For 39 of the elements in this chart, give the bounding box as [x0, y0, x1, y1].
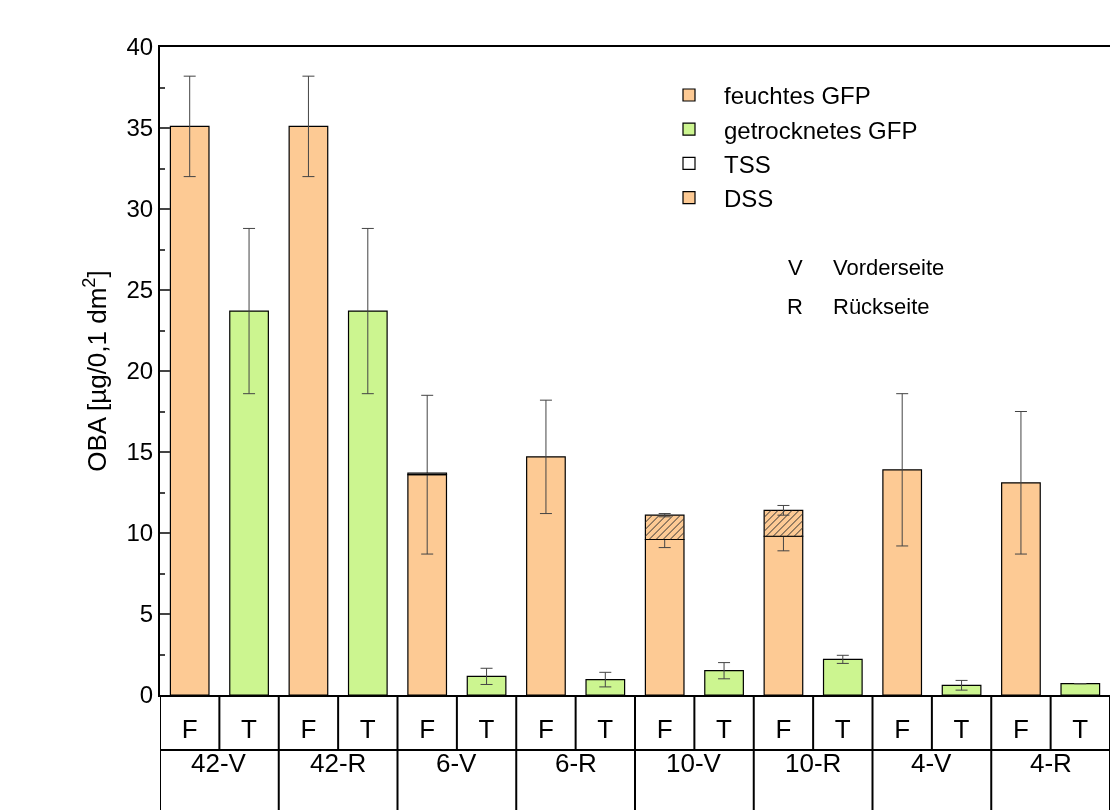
x-tick-label: T [241, 714, 258, 745]
x-tick-label: F [300, 714, 317, 745]
y-tick-label: 35 [126, 114, 154, 142]
x-tick-label: T [359, 714, 376, 745]
y-tick-label: 10 [126, 519, 154, 547]
x-tick-label: T [478, 714, 495, 745]
x-tick-label: F [419, 714, 436, 745]
x-tick-label: F [894, 714, 911, 745]
x-tick-label: F [656, 714, 673, 745]
x-tick-label: T [834, 714, 851, 745]
text: 42-V [191, 748, 247, 778]
x-tick-label: F [181, 714, 198, 745]
legend-label: TSS [724, 150, 771, 178]
text: 4-R [1030, 748, 1072, 778]
x-tick-label: F [537, 714, 554, 745]
legend-label: getrocknetes GFP [724, 116, 918, 144]
y-tick-label: 20 [126, 357, 154, 385]
legend-label: DSS [724, 184, 774, 212]
y-tick-label: 40 [126, 33, 154, 61]
y-tick-label: 30 [126, 195, 154, 223]
y-tick-label: 0 [139, 681, 154, 709]
legend-label: feuchtes GFP [724, 82, 871, 110]
y-tick-label: 15 [126, 438, 154, 466]
text: 6-V [436, 748, 478, 778]
y-tick-label: 25 [126, 276, 154, 304]
x-tick-label: T [597, 714, 614, 745]
x-tick-label: T [1072, 714, 1089, 745]
text: 10-R [785, 748, 842, 778]
x-tick-label: T [716, 714, 733, 745]
text: 10-V [666, 748, 722, 778]
text: R Rückseite [787, 294, 930, 319]
text: 6-R [555, 748, 597, 778]
text: V Vorderseite [788, 255, 945, 280]
text: 4-V [911, 748, 953, 778]
x-tick-label: T [953, 714, 970, 745]
text: 42-R [310, 748, 367, 778]
y-tick-label: 5 [139, 600, 154, 628]
x-tick-label: F [1012, 714, 1029, 745]
x-tick-label: F [775, 714, 792, 745]
